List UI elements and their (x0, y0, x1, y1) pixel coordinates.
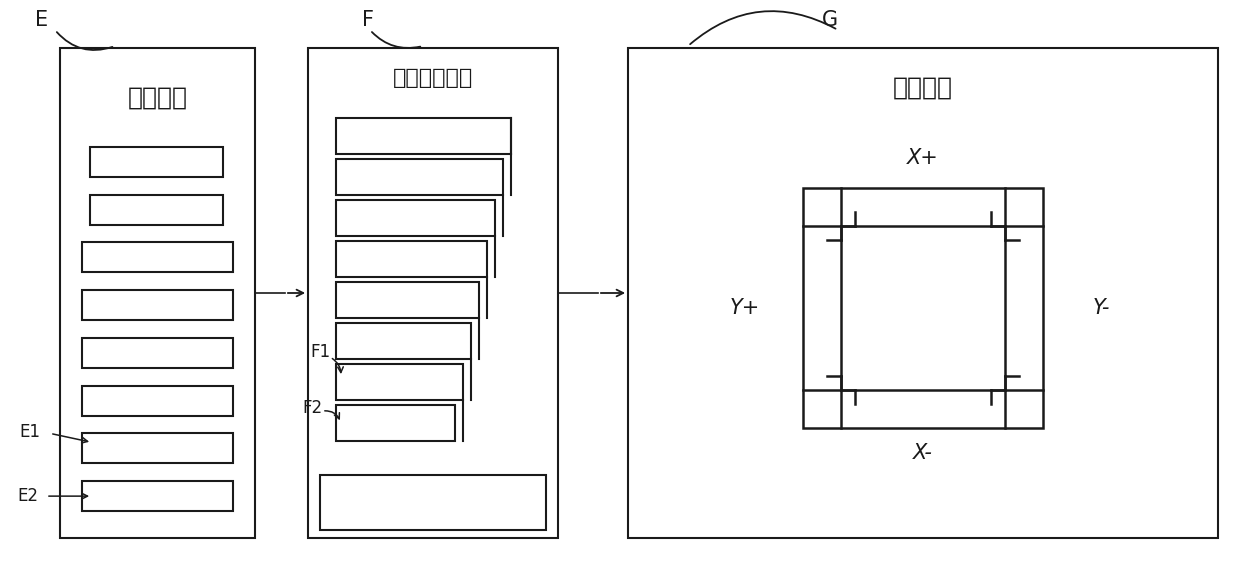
Bar (82, 290, 233, 320)
Text: 通断控制模块: 通断控制模块 (393, 68, 474, 88)
Text: X+: X+ (908, 148, 939, 168)
Bar (841, 226, 1004, 390)
Text: F: F (362, 10, 374, 30)
Bar (320, 475, 546, 530)
Bar (82, 481, 233, 511)
Bar (82, 386, 233, 416)
Text: E: E (36, 10, 48, 30)
Text: Y-: Y- (1092, 298, 1110, 318)
Bar (60, 48, 255, 538)
Text: E2: E2 (17, 487, 38, 505)
Bar (336, 405, 455, 441)
Text: 电源模块: 电源模块 (128, 86, 187, 110)
Bar (91, 195, 223, 225)
Bar (308, 48, 558, 538)
Bar (804, 188, 1043, 428)
Bar (336, 282, 479, 318)
Bar (82, 433, 233, 463)
Text: E1: E1 (20, 423, 41, 442)
Text: G: G (822, 10, 838, 30)
Bar (82, 242, 233, 272)
Text: F1: F1 (310, 343, 330, 361)
Bar (336, 364, 463, 400)
Bar (82, 338, 233, 368)
Bar (336, 200, 495, 236)
Text: X-: X- (913, 443, 932, 463)
Bar (91, 147, 223, 177)
Bar (336, 118, 511, 154)
Bar (627, 48, 1218, 538)
Text: F2: F2 (301, 399, 322, 417)
Bar (336, 323, 471, 359)
Text: 磁控装置: 磁控装置 (893, 76, 954, 100)
Bar (336, 159, 503, 195)
Bar (336, 241, 487, 277)
Text: Y+: Y+ (730, 298, 760, 318)
